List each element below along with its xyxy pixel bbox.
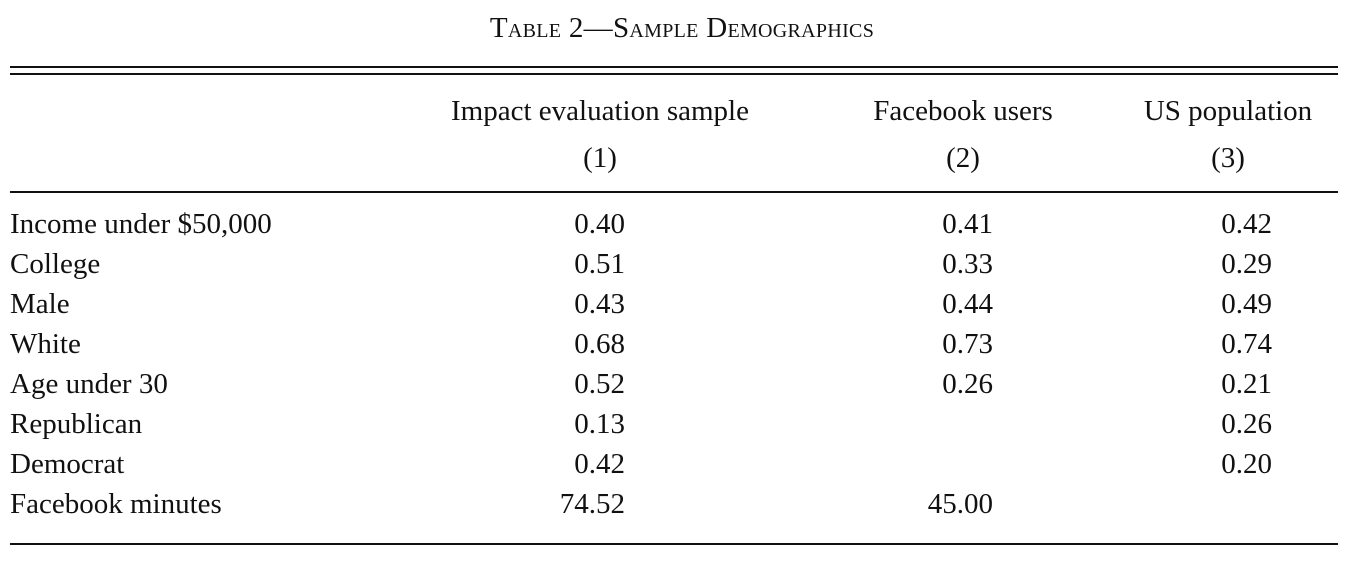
value-col-3: 0.21 xyxy=(1221,368,1272,400)
column-title-2: Facebook users xyxy=(873,95,1053,127)
value-col-2: 0.44 xyxy=(942,288,993,320)
value-col-1: 0.51 xyxy=(574,248,625,280)
column-title-row: Impact evaluation sample Facebook users … xyxy=(10,91,1338,131)
row-label: Income under $50,000 xyxy=(10,208,272,240)
top-double-rule-lower xyxy=(10,73,1338,75)
table-row: Male 0.43 0.44 0.49 xyxy=(10,284,1338,324)
value-col-2: 45.00 xyxy=(927,488,993,520)
row-label: White xyxy=(10,328,81,360)
table-bottom-rule xyxy=(10,543,1338,545)
row-label: Male xyxy=(10,288,70,320)
value-col-2: 0.73 xyxy=(942,328,993,360)
table-caption: Table 2—Sample Demographics xyxy=(489,12,875,44)
value-col-2: 0.41 xyxy=(942,208,993,240)
value-col-1: 0.13 xyxy=(574,408,625,440)
value-col-1: 0.43 xyxy=(574,288,625,320)
row-label: College xyxy=(10,248,101,280)
row-label: Republican xyxy=(10,408,143,440)
column-number-3: (3) xyxy=(1211,142,1245,174)
column-number-2: (2) xyxy=(946,142,980,174)
table-row: Facebook minutes 74.52 45.00 xyxy=(10,484,1338,524)
value-col-1: 0.42 xyxy=(574,448,625,480)
value-col-2: 0.33 xyxy=(942,248,993,280)
header-bottom-rule xyxy=(10,191,1338,193)
table-row: White 0.68 0.73 0.74 xyxy=(10,324,1338,364)
column-title-1: Impact evaluation sample xyxy=(451,95,749,127)
table-row: Democrat 0.42 0.20 xyxy=(10,444,1338,484)
row-label: Facebook minutes xyxy=(10,488,222,520)
value-col-3: 0.74 xyxy=(1221,328,1272,360)
value-col-1: 0.52 xyxy=(574,368,625,400)
table-row: Republican 0.13 0.26 xyxy=(10,404,1338,444)
value-col-3: 0.42 xyxy=(1221,208,1272,240)
value-col-3: 0.20 xyxy=(1221,448,1272,480)
value-col-1: 74.52 xyxy=(559,488,625,520)
top-double-rule-upper xyxy=(10,66,1338,68)
value-col-2: 0.26 xyxy=(942,368,993,400)
value-col-3: 0.29 xyxy=(1221,248,1272,280)
row-label: Democrat xyxy=(10,448,125,480)
column-number-1: (1) xyxy=(583,142,617,174)
value-col-3: 0.49 xyxy=(1221,288,1272,320)
column-title-3: US population xyxy=(1143,95,1313,127)
column-number-row: (1) (2) (3) xyxy=(10,138,1338,178)
table-row: Income under $50,000 0.40 0.41 0.42 xyxy=(10,204,1338,244)
table-row: College 0.51 0.33 0.29 xyxy=(10,244,1338,284)
value-col-1: 0.68 xyxy=(574,328,625,360)
row-label: Age under 30 xyxy=(10,368,168,400)
value-col-3: 0.26 xyxy=(1221,408,1272,440)
value-col-1: 0.40 xyxy=(574,208,625,240)
table-row: Age under 30 0.52 0.26 0.21 xyxy=(10,364,1338,404)
